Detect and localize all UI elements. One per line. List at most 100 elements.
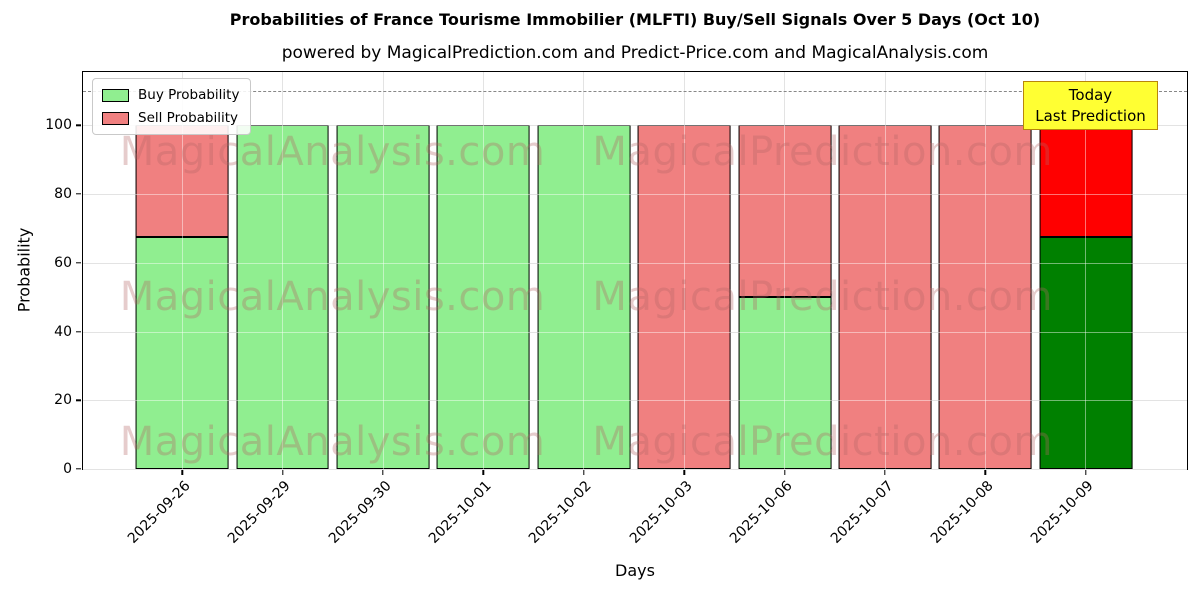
y-tick-label: 0 [63,461,72,477]
gridline-h-overlay [83,469,1187,470]
chart-title: Probabilities of France Tourisme Immobil… [229,10,1041,29]
stacked-bar [738,125,832,469]
y-axis-title: Probability [14,227,34,313]
y-tick-label: 40 [54,323,72,340]
x-tick-label: 2025-10-02 [526,478,596,547]
x-tick [583,470,585,475]
gridline-h-overlay [83,331,1187,333]
gridline-h [83,125,1187,127]
gridline-v-overlay [583,72,585,469]
gridline-v-overlay [482,72,484,469]
gridline-v-overlay [282,72,284,469]
bar-slot: 2025-09-30 [325,72,433,547]
bar-segment-sell [939,125,1032,469]
bar-segment-buy [537,125,631,469]
x-tick-label: 2025-10-09 [1028,478,1098,547]
x-tick [683,470,685,475]
y-tick [76,262,81,264]
y-tick [76,124,81,126]
bar-segment-sell [838,125,932,469]
x-tick-label: 2025-10-03 [626,478,696,547]
gridline-h [83,194,1187,196]
plot-area: 2025-09-26 2025-09-29 2025-09-30 2025-10-01… [45,71,1188,547]
legend-item-sell: Sell Probability [102,110,239,126]
x-tick-label: 2025-10-06 [727,478,796,547]
stacked-bar [838,125,932,469]
threshold-dashed-line [83,90,1187,92]
x-tick-label: 2025-09-29 [225,478,294,547]
gridline-h-overlay [83,194,1187,196]
bars: 2025-09-26 2025-09-29 2025-09-30 2025-10-01… [83,72,1187,547]
gridline-h-overlay [83,262,1187,264]
x-tick-label: 2025-10-08 [927,478,997,547]
watermark-text: MagicalAnalysis.com [119,129,546,176]
bar-slot: 2025-10-03 [627,72,734,547]
sell-probability-swatch [102,111,129,125]
plot-inner: 2025-09-26 2025-09-29 2025-09-30 2025-10-01… [45,72,1187,547]
x-tick [783,470,786,475]
gridline-v-overlay [884,72,886,469]
bar-slot: 2025-09-29 [225,72,332,547]
bar-segment-buy [738,297,832,469]
watermark-text: MagicalPrediction.com [592,273,1053,320]
x-tick [884,470,886,475]
chart-subtitle: powered by MagicalPrediction.com and Pre… [281,43,989,63]
gridline-v-overlay [181,72,183,469]
gridline-v-overlay [784,72,786,469]
bar-segment-buy [336,125,430,469]
x-tick-label: 2025-10-01 [425,478,495,547]
watermark-text: MagicalAnalysis.com [119,419,546,465]
buy-probability-swatch [102,88,129,102]
legend-item-buy: Buy Probability [102,87,239,103]
x-tick-label: 2025-10-07 [827,478,897,547]
y-tick [76,193,81,195]
bar-slot: 2025-09-26 [125,72,232,547]
x-tick [281,470,284,475]
bar-slot: 2025-10-02 [526,72,634,547]
y-tick-label: 100 [45,117,72,134]
x-tick [984,470,987,475]
stacked-bar [336,125,430,469]
bar-segment-buy [1039,236,1133,469]
gridline-h-overlay [83,400,1187,402]
legend: Buy Probability Sell Probability [92,78,252,135]
y-tick-label: 80 [54,186,72,203]
today-annotation: Today Last Prediction [1023,81,1158,130]
x-tick [382,470,384,475]
y-tick [76,330,81,333]
x-tick [181,470,183,475]
stacked-bar [436,125,530,469]
bar-slot: 2025-10-07 [828,72,935,547]
gridline-v-overlay [683,72,685,469]
stacked-bar [637,125,731,469]
stacked-bar [537,125,631,469]
gridline-h [83,400,1187,402]
bar-slot: 2025-10-06 [727,72,834,547]
x-tick [482,470,485,475]
watermark-text: MagicalAnalysis.com [119,273,546,320]
gridline-h [83,331,1187,333]
y-tick [76,468,81,470]
bar-slot: 2025-10-08 [928,72,1035,547]
bar-segment-sell [738,125,832,298]
x-tick-label: 2025-09-26 [124,478,194,547]
bar-segment-buy [236,125,330,469]
x-axis-title: Days [615,561,655,580]
bar-slot: 2025-10-01 [426,72,533,547]
x-tick [1085,470,1087,475]
annotation-line-2: Last Prediction [1035,106,1146,125]
legend-label-sell: Sell Probability [138,110,239,126]
stacked-bar [135,125,229,469]
bar-segment-buy [436,125,530,469]
watermark-text: MagicalPrediction.com [592,129,1053,176]
y-tick-label: 60 [54,254,72,271]
bar-segment-sell [637,125,731,469]
bar-segment-buy [135,236,229,469]
gridline-h [83,262,1187,264]
stacked-bar [236,125,330,469]
bar-segment-sell [135,125,229,237]
gridline-h [83,469,1187,470]
x-tick-label: 2025-09-30 [325,478,395,547]
y-tick-label: 20 [54,392,72,409]
